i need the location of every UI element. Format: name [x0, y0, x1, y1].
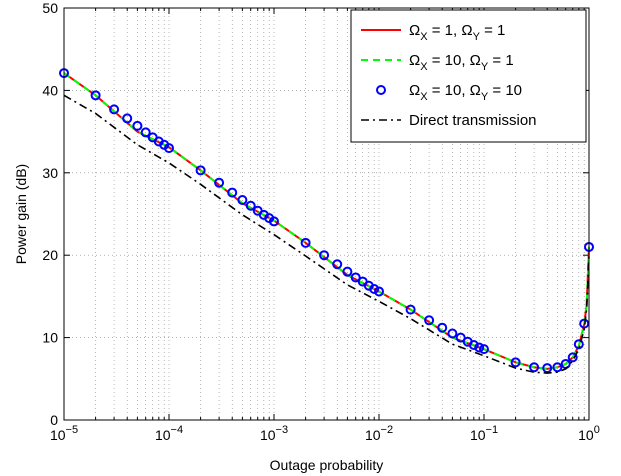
x-tick-label: 10−4	[155, 424, 183, 443]
marker-point	[269, 216, 279, 227]
x-axis-label: Outage probability	[270, 457, 384, 473]
legend-label: ΩX = 10, ΩY = 10	[409, 82, 522, 103]
marker-point	[342, 266, 353, 277]
marker-point	[245, 200, 256, 211]
marker-point	[332, 259, 343, 270]
x-tick-label: 10−2	[365, 424, 393, 443]
x-tick-label: 10−1	[470, 424, 498, 443]
legend-label: ΩX = 1, ΩY = 1	[409, 22, 505, 43]
series-layer	[59, 68, 594, 374]
marker-point	[455, 332, 466, 343]
y-tick-label: 40	[42, 82, 58, 98]
marker-point	[300, 237, 311, 248]
legend-label: Direct transmission	[409, 112, 537, 129]
marker-point	[374, 286, 384, 297]
marker-point	[510, 357, 521, 368]
legend-box	[350, 9, 587, 143]
y-tick-label: 30	[42, 165, 58, 181]
marker-point	[424, 315, 435, 326]
legend-label: ΩX = 10, ΩY = 1	[409, 52, 514, 73]
marker-point	[552, 362, 563, 373]
y-tick-label: 50	[42, 0, 58, 16]
marker-point	[227, 187, 238, 198]
legend: ΩX = 1, ΩY = 1 ΩX = 10, ΩY = 1 ΩX = 10, ΩY…	[350, 9, 587, 143]
marker-point	[573, 339, 584, 350]
y-tick-label: 10	[42, 330, 58, 346]
y-tick-labels: 0 10 20 30 40 50	[42, 0, 58, 428]
marker-point	[122, 113, 133, 124]
plot-frame	[63, 7, 590, 421]
marker-point	[237, 194, 248, 205]
x-tick-labels: 10−5 10−4 10−3 10−2 10−1 100	[50, 424, 600, 443]
y-tick-label: 20	[42, 247, 58, 263]
marker-point	[90, 90, 101, 101]
y-tick-label: 0	[50, 412, 58, 428]
marker-point	[542, 363, 553, 374]
marker-point	[479, 344, 489, 355]
marker-point	[195, 165, 206, 176]
legend-swatch	[376, 85, 386, 95]
marker-point	[319, 250, 330, 261]
marker-point	[567, 352, 578, 363]
marker-point	[214, 177, 225, 188]
x-tick-label: 100	[578, 424, 600, 443]
marker-point	[474, 342, 485, 353]
marker-point	[447, 328, 458, 339]
y-axis-label: Power gain (dB)	[13, 164, 29, 264]
x-tick-label: 10−5	[50, 424, 78, 443]
marker-point	[405, 304, 416, 315]
marker-point	[468, 340, 479, 351]
series-line	[63, 94, 590, 374]
marker-point	[164, 143, 174, 154]
marker-point	[529, 362, 540, 373]
marker-point	[109, 104, 120, 115]
marker-point	[579, 318, 590, 329]
marker-point	[369, 283, 380, 294]
marker-point	[437, 322, 448, 333]
x-tick-label: 10−3	[260, 424, 288, 443]
marker-point	[140, 127, 151, 138]
marker-point	[350, 272, 361, 283]
marker-point	[132, 120, 143, 131]
